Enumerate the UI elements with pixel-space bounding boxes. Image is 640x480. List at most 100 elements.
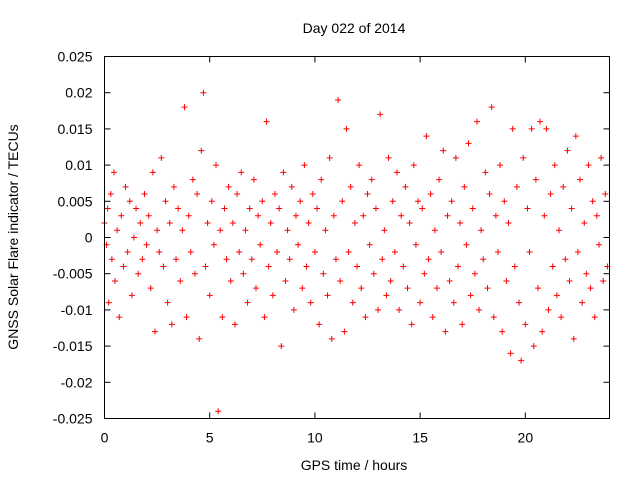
data-point xyxy=(469,205,476,212)
data-point xyxy=(459,321,466,328)
data-point xyxy=(385,154,392,161)
data-point xyxy=(183,314,190,321)
data-point xyxy=(482,169,489,176)
data-point xyxy=(122,183,129,190)
data-point xyxy=(484,285,491,292)
data-point xyxy=(221,205,228,212)
data-point xyxy=(240,270,247,277)
data-point xyxy=(215,408,222,415)
data-point xyxy=(465,140,472,147)
data-point xyxy=(520,154,527,161)
data-point xyxy=(257,241,264,248)
data-point xyxy=(581,220,588,227)
data-point xyxy=(118,212,125,219)
data-point xyxy=(292,212,299,219)
data-point xyxy=(271,191,278,198)
data-point xyxy=(297,198,304,205)
data-point xyxy=(116,314,123,321)
data-point xyxy=(213,162,220,169)
data-point xyxy=(364,191,371,198)
data-point xyxy=(366,241,373,248)
x-tick-label: 15 xyxy=(412,430,428,446)
data-point xyxy=(486,191,493,198)
data-point xyxy=(309,191,316,198)
data-point xyxy=(229,220,236,227)
data-point xyxy=(250,176,257,183)
data-point xyxy=(461,183,468,190)
data-point xyxy=(408,321,415,328)
data-point xyxy=(473,118,480,125)
data-point xyxy=(410,162,417,169)
data-point xyxy=(114,227,121,234)
data-point xyxy=(130,234,137,241)
data-point xyxy=(107,191,114,198)
data-point xyxy=(223,256,230,263)
data-point xyxy=(351,220,358,227)
data-point xyxy=(404,285,411,292)
data-point xyxy=(160,263,167,270)
data-point xyxy=(448,198,455,205)
data-point xyxy=(370,270,377,277)
data-point xyxy=(143,241,150,248)
data-point xyxy=(253,285,259,292)
data-point xyxy=(507,350,514,357)
data-point xyxy=(387,277,394,284)
data-point xyxy=(164,299,171,306)
data-point xyxy=(543,125,550,132)
data-point xyxy=(299,285,306,292)
data-point xyxy=(595,241,602,248)
data-point xyxy=(602,191,609,198)
data-point xyxy=(295,241,302,248)
data-point xyxy=(372,205,379,212)
data-point xyxy=(360,212,367,219)
data-point xyxy=(492,212,499,219)
data-point xyxy=(417,299,424,306)
data-point xyxy=(503,277,510,284)
data-point xyxy=(341,328,348,335)
data-point xyxy=(530,343,537,350)
data-point xyxy=(152,328,158,335)
data-point xyxy=(210,241,217,248)
data-point xyxy=(208,198,215,205)
y-tick-label: 0.01 xyxy=(65,157,92,173)
data-point xyxy=(231,321,238,328)
data-point xyxy=(133,205,140,212)
data-point xyxy=(158,154,165,161)
y-tick-label: 0.005 xyxy=(57,193,92,209)
data-point xyxy=(219,314,226,321)
data-point xyxy=(305,220,312,227)
x-tick-label: 5 xyxy=(206,430,214,446)
data-point xyxy=(105,299,112,306)
data-point xyxy=(191,270,198,277)
data-point xyxy=(320,270,327,277)
data-point xyxy=(242,227,249,234)
data-point xyxy=(574,248,581,255)
y-tick-label: -0.01 xyxy=(61,302,93,318)
data-point xyxy=(170,183,177,190)
data-point xyxy=(537,118,544,125)
data-point xyxy=(494,248,501,255)
data-point xyxy=(349,299,356,306)
data-point xyxy=(196,335,203,342)
data-point xyxy=(316,321,323,328)
data-point xyxy=(354,263,360,270)
data-point xyxy=(177,277,184,284)
data-point xyxy=(429,314,436,321)
data-point xyxy=(589,198,596,205)
data-point xyxy=(518,357,525,364)
data-point xyxy=(558,314,565,321)
data-point xyxy=(145,212,152,219)
data-point xyxy=(269,292,276,299)
data-point xyxy=(560,183,567,190)
data-point xyxy=(200,89,207,96)
data-point xyxy=(326,154,333,161)
data-point xyxy=(541,212,548,219)
data-point xyxy=(406,220,413,227)
data-point xyxy=(282,277,289,284)
data-point xyxy=(553,292,560,299)
data-point xyxy=(549,263,556,270)
data-point xyxy=(476,306,483,313)
data-point xyxy=(398,212,405,219)
data-point xyxy=(438,248,445,255)
